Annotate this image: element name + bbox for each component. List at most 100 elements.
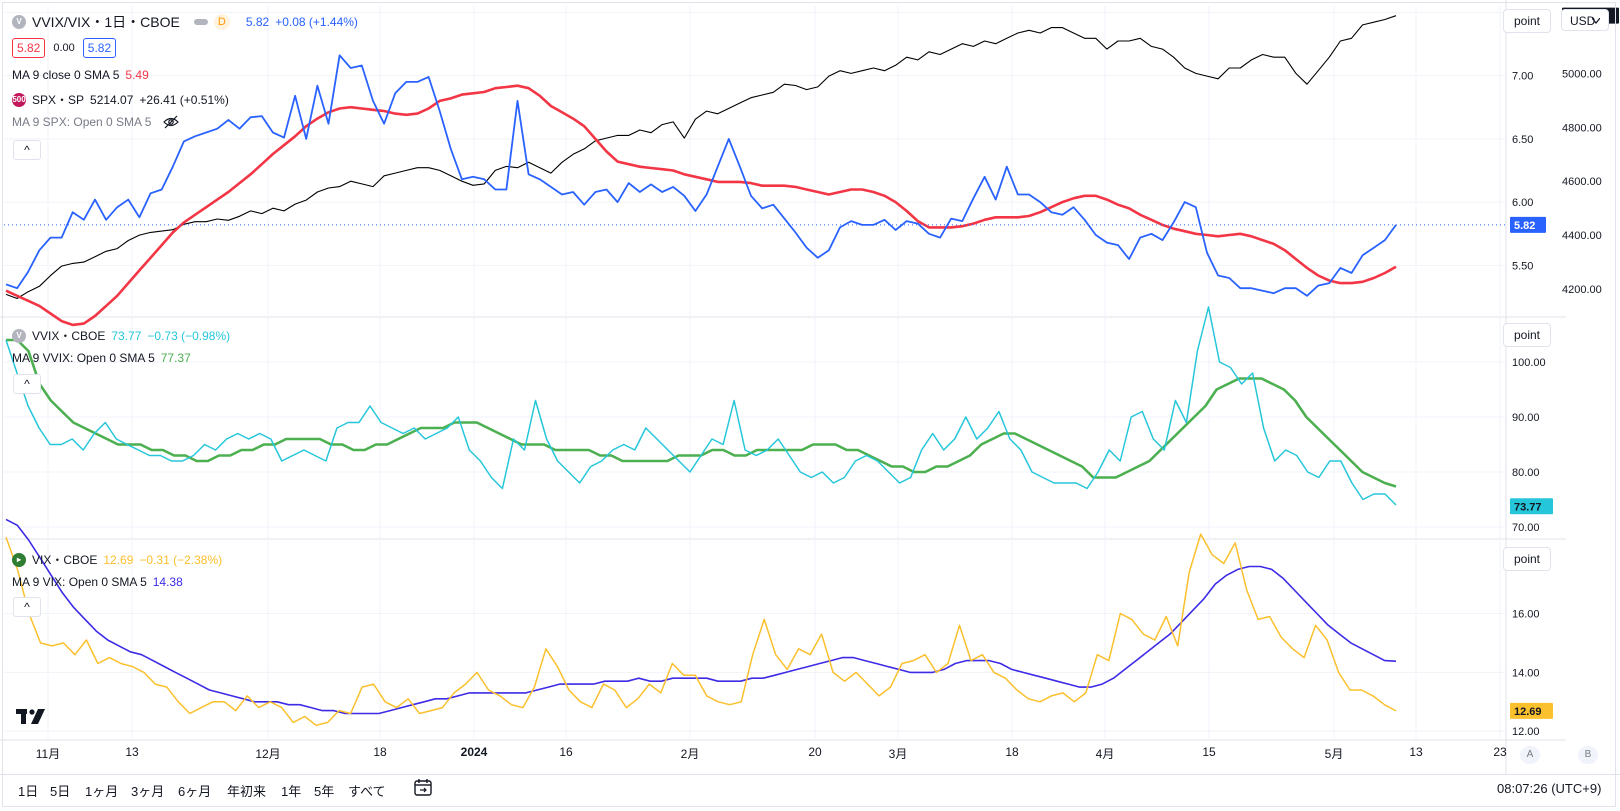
pane3-tick-1: 14.00	[1512, 667, 1540, 679]
compare-toggle-icon[interactable]	[193, 19, 208, 25]
vvix-last-label: 73.77	[1514, 501, 1542, 513]
quote-boxes: 5.82 0.00 5.82	[12, 38, 117, 58]
calendar-icon[interactable]	[412, 776, 434, 798]
date-tick-label: 20	[808, 745, 822, 759]
pane3-scale-mode-button[interactable]: point	[1503, 547, 1551, 571]
ma-spx-label: MA 9 SPX: Open 0 SMA 5	[12, 115, 152, 129]
tradingview-logo[interactable]	[16, 709, 46, 725]
pane2-tick-0: 100.00	[1512, 357, 1546, 369]
pane2-scale-mode-button[interactable]: point	[1503, 323, 1551, 347]
bottom-toolbar	[0, 774, 1620, 811]
ma-spx-legend[interactable]: MA 9 SPX: Open 0 SMA 5	[12, 115, 180, 129]
main-legend: V VVIX/VIX・1日・CBOE D 5.82 +0.08 (+1.44%)	[12, 12, 358, 32]
spx-legend[interactable]: 500 SPX・SP 5214.07 +26.41 (+0.51%)	[12, 91, 229, 108]
date-tick-label: 2024	[460, 745, 488, 759]
collapse-pane3-button[interactable]: ^	[13, 597, 41, 617]
date-tick-label: 16	[559, 745, 573, 759]
range-button[interactable]: 3ヶ月	[131, 784, 165, 799]
pane1-left-tick-1: 7.00	[1512, 71, 1533, 83]
ma-vix-legend[interactable]: MA 9 VIX: Open 0 SMA 5 14.38	[12, 575, 183, 589]
range-button[interactable]: 年初来	[227, 784, 267, 799]
axis-a-button[interactable]: A	[1520, 746, 1540, 764]
vix-ma-line	[5, 518, 1397, 715]
vix-line	[5, 533, 1397, 727]
ma-ratio-value: 5.49	[125, 68, 149, 82]
axis-b-button[interactable]: B	[1578, 746, 1598, 764]
date-tick-label: 13	[1409, 745, 1423, 759]
ma-vvix-label: MA 9 VVIX: Open 0 SMA 5	[12, 351, 155, 365]
spx-change: +26.41 (+0.51%)	[139, 92, 229, 107]
vvix-change: −0.73 (−0.98%)	[147, 328, 231, 343]
ma-vix-value: 14.38	[152, 575, 183, 589]
range-button[interactable]: 6ヶ月	[178, 784, 212, 799]
vix-legend[interactable]: ▸ VIX・CBOE 12.69 −0.31 (−2.38%)	[12, 551, 222, 568]
vix-value: 12.69	[103, 552, 134, 567]
pane1-scale-mode-button[interactable]: point	[1503, 9, 1551, 33]
ratio-last-label-bg	[1510, 216, 1546, 233]
vvix-line	[5, 306, 1397, 506]
spread-value: 0.00	[53, 42, 75, 54]
pane1-right-tick-0: 5000.00	[1562, 68, 1602, 80]
collapse-pane2-button[interactable]: ^	[13, 374, 41, 394]
sell-box[interactable]: 5.82	[12, 38, 46, 58]
eye-hidden-icon[interactable]	[163, 115, 180, 129]
chevron-down-icon	[1592, 18, 1600, 24]
currency-select[interactable]: USD	[1561, 9, 1609, 31]
pane3-tick-0: 16.00	[1512, 609, 1540, 621]
date-tick-label: 13	[125, 745, 139, 759]
vvix-legend[interactable]: V VVIX・CBOE 73.77 −0.73 (−0.98%)	[12, 327, 230, 344]
price-change: +0.08 (+1.44%)	[275, 15, 358, 29]
vvix-value: 73.77	[111, 328, 142, 343]
ma-vvix-legend[interactable]: MA 9 VVIX: Open 0 SMA 5 77.37	[12, 351, 191, 365]
pane1-right-tick-2: 4600.00	[1562, 176, 1602, 188]
spx-icon: 500	[12, 92, 26, 107]
pane2-tick-3: 70.00	[1512, 522, 1540, 534]
vix-icon: ▸	[12, 552, 26, 567]
pane1-right-tick-3: 4400.00	[1562, 230, 1602, 242]
ratio-line	[5, 54, 1397, 297]
date-tick-label: 18	[373, 745, 387, 759]
clock-readout[interactable]: 08:07:26 (UTC+9)	[1497, 781, 1602, 796]
vix-label: VIX・CBOE	[32, 553, 98, 567]
spx-label: SPX・SP	[32, 93, 85, 107]
pane2-tick-1: 90.00	[1512, 412, 1540, 424]
buy-box[interactable]: 5.82	[82, 38, 117, 58]
ma-ratio-legend[interactable]: MA 9 close 0 SMA 5 5.49	[12, 68, 149, 82]
pane1-left-tick-2: 6.50	[1512, 134, 1533, 146]
range-button[interactable]: 1日	[18, 784, 39, 799]
date-tick-label: 4月	[1095, 747, 1115, 761]
spx-value: 5214.07	[90, 92, 134, 107]
spx-line	[5, 15, 1397, 300]
ma-vix-label: MA 9 VIX: Open 0 SMA 5	[12, 575, 147, 589]
range-button[interactable]: 1ヶ月	[85, 784, 119, 799]
vvix-label: VVIX・CBOE	[32, 329, 106, 343]
interval-badge: D	[213, 14, 230, 30]
ratio-ma-line	[5, 84, 1397, 327]
range-button[interactable]: 5年	[314, 784, 335, 799]
date-tick-label: 5月	[1324, 747, 1344, 761]
vix-change: −0.31 (−2.38%)	[139, 552, 223, 567]
last-price: 5.82	[245, 15, 270, 29]
date-tick-label: 3月	[888, 747, 908, 761]
vix-last-label: 12.69	[1514, 706, 1542, 718]
range-button[interactable]: すべて	[348, 784, 386, 799]
date-tick-label: 23	[1493, 745, 1507, 759]
date-tick-label: 12月	[255, 747, 281, 761]
collapse-pane1-button[interactable]: ^	[13, 140, 41, 160]
vvix-icon: V	[12, 328, 26, 343]
currency-label: USD	[1570, 14, 1596, 28]
date-tick-label: 15	[1202, 745, 1216, 759]
ma-vvix-value: 77.37	[160, 351, 191, 365]
symbol-title[interactable]: VVIX/VIX・1日・CBOE	[32, 14, 180, 30]
range-button[interactable]: 1年	[281, 784, 302, 799]
pane3-tick-2: 12.00	[1512, 726, 1540, 738]
vvix-last-label-bg	[1510, 498, 1553, 515]
vix-last-label-bg	[1510, 702, 1553, 719]
date-tick-label: 11月	[35, 747, 61, 761]
range-button[interactable]: 5日	[50, 784, 71, 799]
pane1-left-tick-4: 5.50	[1512, 260, 1533, 272]
ma-ratio-label: MA 9 close 0 SMA 5	[12, 68, 120, 82]
pane2-tick-2: 80.00	[1512, 467, 1540, 479]
